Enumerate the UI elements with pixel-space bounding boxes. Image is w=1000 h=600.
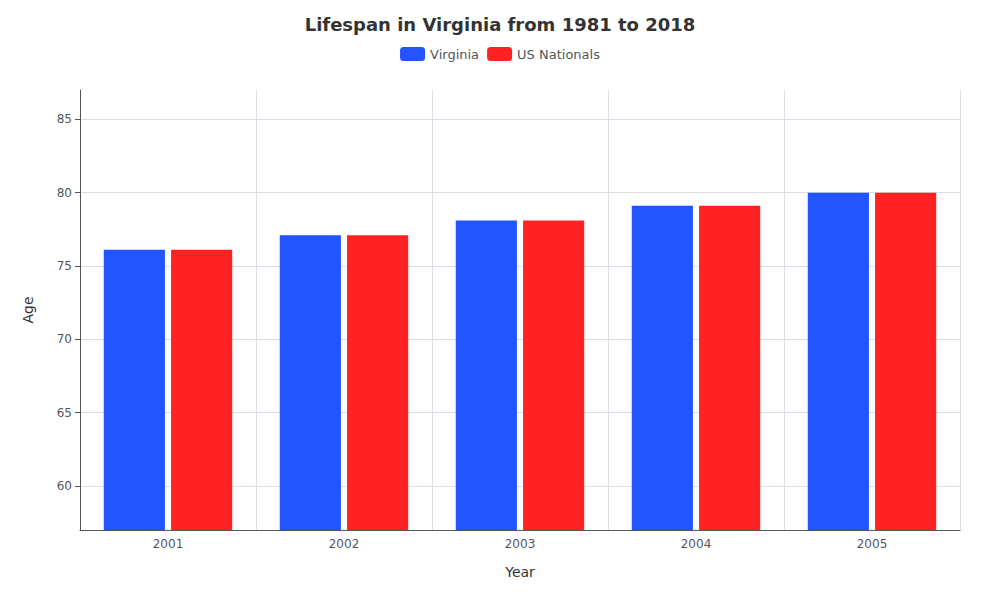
svg-text:2004: 2004 bbox=[681, 537, 712, 551]
svg-text:Year: Year bbox=[504, 564, 535, 580]
svg-text:65: 65 bbox=[57, 406, 72, 420]
svg-text:Virginia: Virginia bbox=[430, 47, 479, 62]
svg-text:2005: 2005 bbox=[857, 537, 888, 551]
svg-text:75: 75 bbox=[57, 259, 72, 273]
svg-text:60: 60 bbox=[57, 479, 72, 493]
svg-text:US Nationals: US Nationals bbox=[517, 47, 600, 62]
svg-text:Lifespan in Virginia from 1981: Lifespan in Virginia from 1981 to 2018 bbox=[305, 14, 696, 35]
svg-text:2003: 2003 bbox=[505, 537, 536, 551]
svg-text:85: 85 bbox=[57, 112, 72, 126]
svg-text:80: 80 bbox=[57, 186, 72, 200]
svg-text:70: 70 bbox=[57, 332, 72, 346]
svg-text:2001: 2001 bbox=[153, 537, 184, 551]
svg-text:Age: Age bbox=[20, 296, 36, 323]
svg-text:2002: 2002 bbox=[329, 537, 360, 551]
